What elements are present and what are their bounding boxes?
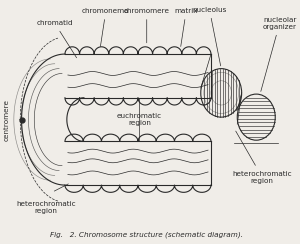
Text: chromatid: chromatid — [36, 20, 76, 58]
Text: euchromatic
region: euchromatic region — [117, 113, 162, 126]
Text: heterochromatic
region: heterochromatic region — [232, 131, 292, 183]
Text: centromere: centromere — [4, 99, 10, 141]
Text: heterochromatic
region: heterochromatic region — [16, 201, 76, 214]
Text: nucleolar
organizer: nucleolar organizer — [261, 17, 297, 92]
Text: matrix: matrix — [174, 8, 198, 46]
Text: chromonema: chromonema — [82, 8, 130, 46]
Text: Fig.   2. Chromosome structure (schematic diagram).: Fig. 2. Chromosome structure (schematic … — [50, 232, 243, 238]
Text: chromomere: chromomere — [124, 8, 170, 43]
Text: nucleolus: nucleolus — [192, 7, 227, 66]
